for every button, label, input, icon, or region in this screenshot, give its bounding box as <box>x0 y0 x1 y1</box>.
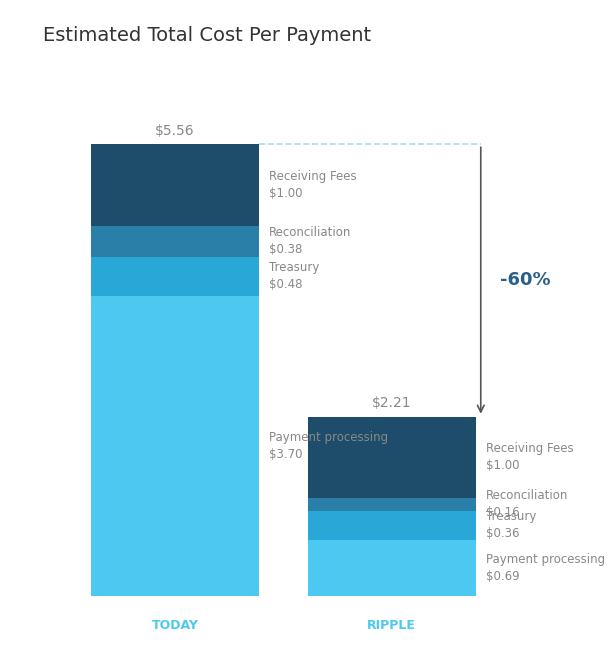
Text: $2.21: $2.21 <box>372 396 411 410</box>
Bar <box>91 226 260 257</box>
Bar <box>91 145 260 226</box>
Text: -60%: -60% <box>500 272 550 290</box>
Text: Payment processing
$0.69: Payment processing $0.69 <box>486 553 605 583</box>
Bar <box>91 295 260 596</box>
Bar <box>308 417 476 498</box>
Text: Payment processing
$3.70: Payment processing $3.70 <box>269 431 388 461</box>
Text: TODAY: TODAY <box>152 619 199 632</box>
Bar <box>308 498 476 511</box>
Text: Reconciliation
$0.38: Reconciliation $0.38 <box>269 226 351 256</box>
Bar <box>91 257 260 295</box>
Text: Receiving Fees
$1.00: Receiving Fees $1.00 <box>269 170 357 200</box>
Text: RIPPLE: RIPPLE <box>367 619 416 632</box>
Text: Estimated Total Cost Per Payment: Estimated Total Cost Per Payment <box>43 26 371 45</box>
Text: Reconciliation
$0.16: Reconciliation $0.16 <box>486 489 568 519</box>
Text: Receiving Fees
$1.00: Receiving Fees $1.00 <box>486 442 573 472</box>
Text: $5.56: $5.56 <box>156 124 195 138</box>
Bar <box>308 540 476 596</box>
Text: Treasury
$0.48: Treasury $0.48 <box>269 261 319 291</box>
Text: Treasury
$0.36: Treasury $0.36 <box>486 511 536 540</box>
Bar <box>308 511 476 540</box>
